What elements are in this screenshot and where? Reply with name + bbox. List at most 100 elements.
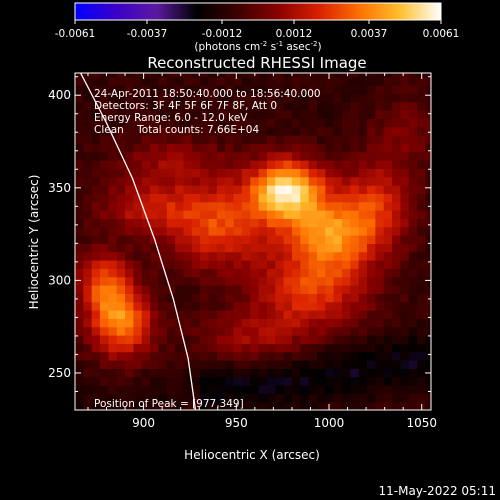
- heatmap-cell: [383, 118, 393, 128]
- heatmap-cell: [191, 276, 201, 286]
- heatmap-cell: [316, 360, 326, 369]
- heatmap-cell: [300, 351, 310, 361]
- heatmap-cell: [266, 301, 276, 311]
- heatmap-cell: [342, 310, 351, 319]
- heatmap-cell: [375, 318, 385, 328]
- heatmap-cell: [125, 301, 134, 311]
- heatmap-cell: [158, 201, 168, 211]
- heatmap-cell: [116, 393, 126, 403]
- heatmap-cell: [358, 73, 368, 78]
- heatmap-cell: [241, 393, 251, 403]
- heatmap-cell: [316, 235, 326, 244]
- heatmap-cell: [333, 73, 343, 78]
- heatmap-cell: [367, 260, 376, 269]
- heatmap-cell: [208, 318, 218, 328]
- heatmap-cell: [200, 193, 210, 203]
- heatmap-cell: [191, 351, 201, 361]
- heatmap-cell: [208, 226, 218, 236]
- heatmap-cell: [125, 226, 134, 236]
- heatmap-cell: [383, 385, 393, 394]
- heatmap-cell: [116, 118, 126, 128]
- heatmap-cell: [166, 376, 176, 386]
- heatmap-cell: [141, 160, 151, 169]
- heatmap-cell: [200, 301, 210, 311]
- heatmap-cell: [358, 176, 368, 186]
- heatmap-cell: [291, 343, 301, 353]
- heatmap-cell: [392, 168, 401, 178]
- heatmap-cell: [350, 301, 360, 311]
- heatmap-cell: [191, 260, 201, 269]
- heatmap-cell: [183, 376, 193, 386]
- heatmap-cell: [258, 335, 268, 344]
- heatmap-cell: [175, 268, 185, 278]
- heatmap-cell: [325, 360, 335, 369]
- heatmap-cell: [283, 210, 293, 219]
- chart-title: Reconstructed RHESSI Image: [147, 54, 366, 72]
- heatmap-cell: [408, 143, 418, 153]
- heatmap-cell: [241, 210, 251, 219]
- heatmap-cell: [375, 360, 385, 369]
- heatmap-cell: [83, 268, 93, 278]
- heatmap-cell: [383, 210, 393, 219]
- heatmap-cell: [208, 76, 218, 86]
- heatmap-cell: [241, 401, 251, 410]
- heatmap-cell: [216, 168, 226, 178]
- heatmap-cell: [291, 73, 301, 78]
- heatmap-cell: [125, 251, 134, 261]
- heatmap-cell: [308, 210, 318, 219]
- heatmap-cell: [250, 343, 260, 353]
- heatmap-cell: [300, 73, 310, 78]
- heatmap-cell: [283, 385, 293, 394]
- heatmap-cell: [216, 376, 226, 386]
- heatmap-cell: [408, 185, 418, 194]
- heatmap-cell: [191, 118, 201, 128]
- heatmap-cell: [250, 360, 260, 369]
- heatmap-cell: [291, 401, 301, 410]
- heatmap-cell: [175, 73, 185, 78]
- heatmap-cell: [333, 185, 343, 194]
- heatmap-cell: [233, 151, 243, 161]
- heatmap-cell: [367, 193, 376, 203]
- heatmap-cell: [191, 201, 201, 211]
- heatmap-cell: [200, 393, 210, 403]
- heatmap-cell: [225, 276, 235, 286]
- colorbar-tick-label: 0.0012: [276, 28, 313, 40]
- x-tick-label: 1000: [314, 416, 345, 430]
- heatmap-cell: [133, 268, 143, 278]
- heatmap-cell: [250, 210, 260, 219]
- heatmap-cell: [191, 168, 201, 178]
- heatmap-cell: [133, 251, 143, 261]
- heatmap-cell: [91, 360, 101, 369]
- heatmap-cell: [275, 193, 285, 203]
- heatmap-cell: [258, 226, 268, 236]
- heatmap-cell: [233, 318, 243, 328]
- heatmap-cell: [258, 218, 268, 228]
- heatmap-cell: [375, 110, 385, 119]
- heatmap-cell: [158, 93, 168, 103]
- heatmap-cell: [258, 76, 268, 86]
- heatmap-cell: [417, 126, 427, 136]
- heatmap-cell: [333, 126, 343, 136]
- heatmap-cell: [275, 168, 285, 178]
- heatmap-cell: [225, 385, 235, 394]
- heatmap-cell: [141, 285, 151, 294]
- heatmap-cell: [367, 368, 376, 378]
- heatmap-cell: [367, 310, 376, 319]
- heatmap-cell: [325, 143, 335, 153]
- heatmap-cell: [367, 243, 376, 253]
- heatmap-cell: [133, 118, 143, 128]
- heatmap-cell: [350, 118, 360, 128]
- heatmap-cell: [425, 326, 431, 336]
- heatmap-cell: [208, 101, 218, 111]
- heatmap-cell: [350, 235, 360, 244]
- heatmap-cell: [200, 293, 210, 303]
- heatmap-cell: [325, 135, 335, 144]
- heatmap-cell: [266, 168, 276, 178]
- heatmap-cell: [83, 385, 93, 394]
- heatmap-cell: [375, 76, 385, 86]
- heatmap-cell: [266, 193, 276, 203]
- heatmap-cell: [191, 143, 201, 153]
- heatmap-cell: [225, 301, 235, 311]
- heatmap-cell: [400, 76, 410, 86]
- heatmap-cell: [216, 73, 226, 78]
